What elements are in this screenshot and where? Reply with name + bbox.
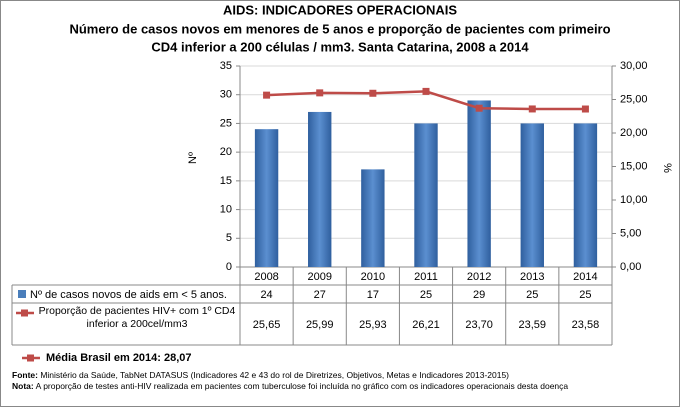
table-value: 25,99 [306,319,334,331]
table-value: 25,65 [253,319,281,331]
bar [414,123,438,267]
y2-tick-label: 10,00 [620,194,648,206]
y-tick-label: 25 [220,117,232,129]
table-value: 25,93 [359,319,387,331]
line-marker [316,89,324,97]
bar [361,169,385,267]
bar [467,100,491,267]
line-marker [528,105,536,113]
table-value: 27 [314,289,326,301]
table-value: 25 [526,289,538,301]
footnote-text: A proporção de testes anti-HIV realizada… [34,381,569,391]
footnote: Fonte: Ministério da Saúde, TabNet DATAS… [12,370,509,380]
table-value: 24 [260,289,272,301]
legend-label: Proporção de pacientes HIV+ com 1º CD4 i… [38,305,236,330]
table-value: 29 [473,289,485,301]
bar [254,129,279,267]
legend-swatch [27,354,34,362]
footnote-label: Nota: [12,381,34,391]
y2-tick-label: 25,00 [620,93,648,105]
x-tick-label: 2008 [254,271,278,283]
chart-title: AIDS: INDICADORES OPERACIONAIS [223,2,457,17]
x-tick-label: 2012 [467,271,491,283]
y-tick-label: 10 [220,203,232,215]
y-tick-label: 30 [220,89,232,101]
line-marker [369,89,377,97]
bar [308,111,332,267]
table-value: 23,59 [519,319,547,331]
y2-axis-label: % [661,163,673,173]
legend-label-box: Proporção de pacientes HIV+ com 1º CD4 i… [38,305,236,330]
table-value: 25 [579,289,591,301]
y-axis-label: Nº [187,152,199,164]
y-tick-label: 15 [220,175,232,187]
line-marker [263,91,271,99]
x-tick-label: 2009 [307,271,331,283]
table-value: 25 [420,289,432,301]
y-tick-label: 5 [226,232,232,244]
y-tick-label: 20 [220,146,232,158]
y2-tick-label: 15,00 [620,160,648,172]
chart-subtitle: CD4 inferior a 200 células / mm3. Santa … [151,39,529,54]
bar [520,123,544,267]
chart-subtitle: Número de casos novos em menores de 5 an… [69,21,610,36]
footnote-text: Ministério da Saúde, TabNet DATASUS (Ind… [38,370,509,380]
y2-tick-label: 30,00 [620,60,648,72]
x-tick-label: 2013 [520,271,544,283]
y2-tick-label: 20,00 [620,127,648,139]
table-value: 23,58 [572,319,600,331]
line-marker [475,104,483,112]
line-marker [422,87,430,95]
y-tick-label: 0 [226,261,232,273]
x-tick-label: 2010 [361,271,385,283]
table-value: 23,70 [465,319,493,331]
bar [573,123,598,267]
y2-tick-label: 5,00 [620,227,641,239]
line-marker [581,105,589,113]
annotation: Média Brasil em 2014: 28,07 [46,352,192,364]
footnote-label: Fonte: [12,370,38,380]
y-tick-label: 35 [220,60,232,72]
table-value: 17 [367,289,379,301]
legend-label: Nº de casos novos de aids em < 5 anos. [30,289,227,301]
table-value: 26,21 [412,319,440,331]
x-tick-label: 2014 [573,271,597,283]
legend-swatch [18,290,26,298]
footnote: Nota: A proporção de testes anti-HIV rea… [12,381,568,391]
x-tick-label: 2011 [414,271,438,283]
legend-swatch [21,309,28,317]
y2-tick-label: 0,00 [620,261,641,273]
